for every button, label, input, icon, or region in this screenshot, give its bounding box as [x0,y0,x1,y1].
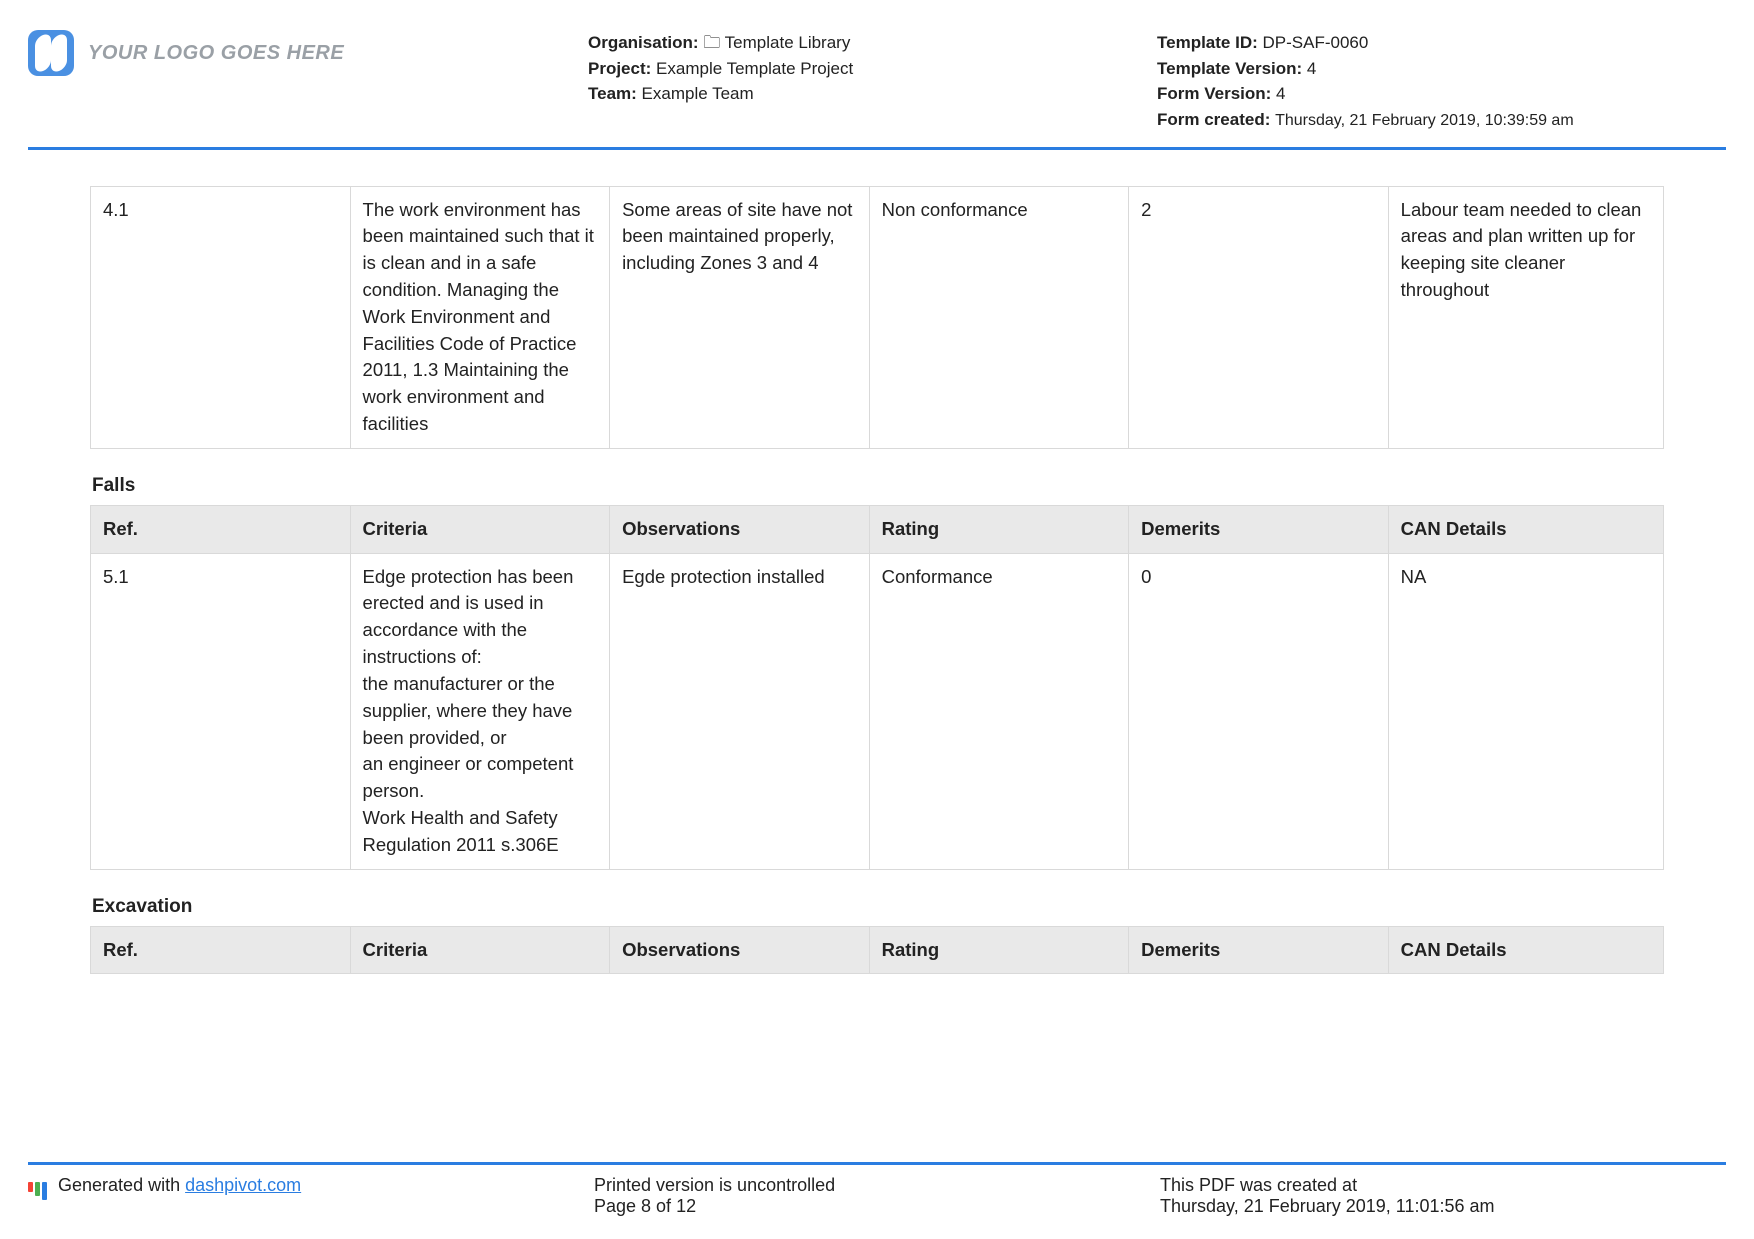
cell-observations: Egde protection installed [610,553,870,869]
col-criteria: Criteria [350,505,610,553]
pdf-created-timestamp: Thursday, 21 February 2019, 11:01:56 am [1160,1196,1726,1217]
header-meta-left: Organisation: 🗀 Template Library Project… [588,30,1157,107]
footer-left: Generated with dashpivot.com [28,1175,594,1200]
cell-observations: Some areas of site have not been maintai… [610,186,870,448]
section-title: Falls [92,475,1664,497]
table-row: 4.1The work environment has been maintai… [91,186,1664,448]
org-value: Template Library [720,33,850,52]
uncontrolled-text: Printed version is uncontrolled [594,1175,1160,1196]
section-table: Ref.CriteriaObservationsRatingDemeritsCA… [90,926,1664,975]
generated-with-text: Generated with [58,1175,185,1195]
org-label: Organisation: [588,33,699,52]
template-version-value: 4 [1307,59,1316,78]
team-value: Example Team [642,84,754,103]
col-demerits: Demerits [1129,926,1389,974]
section-table: Ref.CriteriaObservationsRatingDemeritsCA… [90,505,1664,870]
template-id-label: Template ID: [1157,33,1258,52]
col-ref: Ref. [91,505,351,553]
form-version-label: Form Version: [1157,84,1271,103]
project-label: Project: [588,59,651,78]
footer-right: This PDF was created at Thursday, 21 Feb… [1160,1175,1726,1217]
col-rating: Rating [869,505,1129,553]
page-number: Page 8 of 12 [594,1196,1160,1217]
col-can: CAN Details [1388,926,1663,974]
form-created-label: Form created: [1157,110,1270,129]
dashpivot-link[interactable]: dashpivot.com [185,1175,301,1195]
team-label: Team: [588,84,637,103]
col-observations: Observations [610,505,870,553]
template-id-value: DP-SAF-0060 [1263,33,1369,52]
project-value: Example Template Project [656,59,853,78]
col-demerits: Demerits [1129,505,1389,553]
col-rating: Rating [869,926,1129,974]
cell-can: Labour team needed to clean areas and pl… [1388,186,1663,448]
section-title: Excavation [92,896,1664,918]
cell-rating: Conformance [869,553,1129,869]
template-version-label: Template Version: [1157,59,1302,78]
folder-icon: 🗀 [703,33,720,52]
top-table: 4.1The work environment has been maintai… [90,186,1664,449]
table-row: 5.1Edge protection has been erected and … [91,553,1664,869]
header-meta-right: Template ID: DP-SAF-0060 Template Versio… [1157,30,1726,133]
cell-rating: Non conformance [869,186,1129,448]
col-ref: Ref. [91,926,351,974]
bars-icon [28,1182,47,1200]
cell-demerits: 2 [1129,186,1389,448]
cell-criteria: The work environment has been maintained… [350,186,610,448]
cell-ref: 4.1 [91,186,351,448]
cell-demerits: 0 [1129,553,1389,869]
cell-criteria: Edge protection has been erected and is … [350,553,610,869]
col-observations: Observations [610,926,870,974]
footer-mid: Printed version is uncontrolled Page 8 o… [594,1175,1160,1217]
logo-placeholder-text: YOUR LOGO GOES HERE [88,42,344,65]
form-created-value: Thursday, 21 February 2019, 10:39:59 am [1275,112,1574,129]
pdf-created-label: This PDF was created at [1160,1175,1726,1196]
col-criteria: Criteria [350,926,610,974]
form-version-value: 4 [1276,84,1285,103]
logo-icon [28,30,74,76]
cell-can: NA [1388,553,1663,869]
col-can: CAN Details [1388,505,1663,553]
cell-ref: 5.1 [91,553,351,869]
